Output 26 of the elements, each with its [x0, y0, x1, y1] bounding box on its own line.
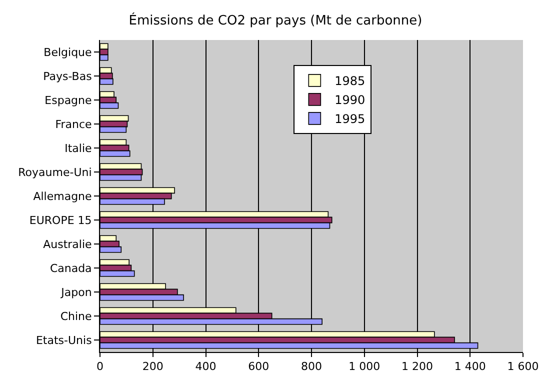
x-tick-label: 1 000: [348, 360, 380, 374]
chart-title: Émissions de CO2 par pays (Mt de carbonne): [128, 12, 422, 29]
y-tick-label: Italie: [64, 142, 92, 155]
y-tick-label: Etats-Unis: [36, 334, 92, 347]
x-tick-label: 200: [142, 360, 164, 374]
y-tick-label: Chine: [60, 310, 92, 323]
x-tick-label: 0: [96, 360, 104, 374]
x-tick-label: 400: [195, 360, 216, 374]
x-tick-label: 1 400: [454, 360, 486, 374]
x-tick-label: 800: [301, 360, 322, 374]
legend-label: 1995: [334, 112, 366, 126]
y-tick-label: Espagne: [44, 94, 92, 107]
y-tick-label: Canada: [50, 262, 92, 275]
x-tick-label: 600: [248, 360, 270, 374]
y-tick-label: Royaume-Uni: [18, 166, 92, 179]
y-tick-label: Pays-Bas: [43, 70, 92, 83]
x-tick-label: 1 600: [507, 360, 539, 374]
y-tick-label: Japon: [60, 286, 92, 299]
legend-label: 1990: [334, 93, 366, 108]
y-tick-label: Australie: [43, 238, 92, 251]
y-tick-label: Allemagne: [33, 190, 92, 203]
x-tick-label: 1 200: [402, 360, 433, 374]
y-tick-label: EUROPE 15: [29, 214, 92, 227]
legend-label: 1985: [334, 74, 366, 88]
y-tick-label: France: [55, 118, 92, 131]
y-tick-label: Belgique: [44, 46, 92, 59]
